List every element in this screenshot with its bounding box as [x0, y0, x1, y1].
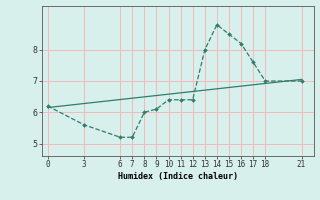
X-axis label: Humidex (Indice chaleur): Humidex (Indice chaleur) — [118, 172, 237, 181]
